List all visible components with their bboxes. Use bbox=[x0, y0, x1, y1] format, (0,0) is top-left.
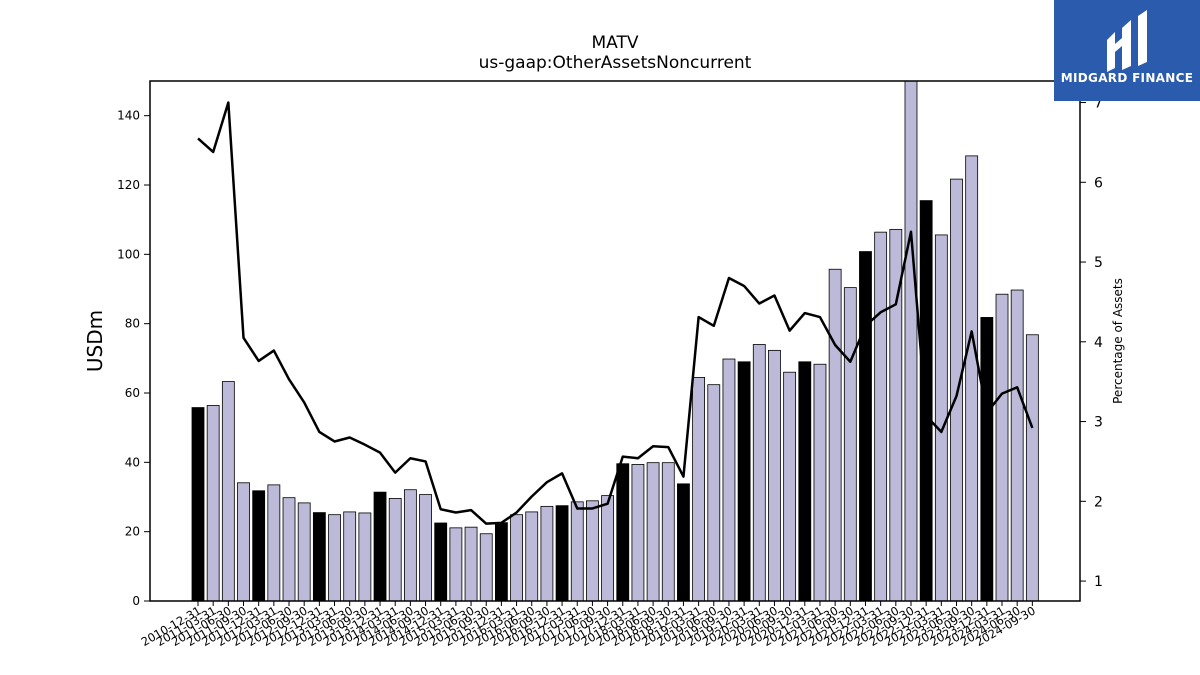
bar-2021-09-30 bbox=[843, 287, 857, 602]
percentage-line bbox=[197, 101, 1034, 525]
y-axis-left: 0 20 40 60 80 100 120 140 bbox=[117, 109, 150, 608]
bar-2020-12-31 bbox=[798, 361, 812, 602]
bar-2014-06-30 bbox=[403, 489, 417, 602]
chart-subtitle: us-gaap:OtherAssetsNoncurrent bbox=[479, 53, 752, 73]
bar-2016-09-30 bbox=[540, 505, 554, 602]
bar-2020-06-30 bbox=[768, 349, 781, 602]
bar-2014-09-30 bbox=[419, 494, 432, 602]
y-tick-label: 40 bbox=[125, 455, 140, 469]
bar-2018-03-31 bbox=[631, 464, 645, 602]
bar-2021-12-31 bbox=[859, 251, 872, 602]
bar-2021-03-31 bbox=[813, 363, 827, 602]
bar-2020-03-31 bbox=[752, 344, 766, 602]
bar-2012-12-31 bbox=[312, 512, 326, 602]
logo-text: MIDGARD FINANCE bbox=[1061, 71, 1193, 85]
bar-2023-09-30 bbox=[965, 155, 979, 602]
bar-2011-03-31 bbox=[206, 405, 220, 602]
bar-2011-06-30 bbox=[221, 381, 235, 602]
bar-2019-06-30 bbox=[707, 384, 721, 602]
y2-tick-label: 6 bbox=[1094, 175, 1103, 191]
y2-tick-label: 5 bbox=[1094, 255, 1103, 271]
y2-tick-label: 1 bbox=[1094, 574, 1103, 590]
y2-tick-label: 2 bbox=[1094, 494, 1103, 510]
bar-2018-06-30 bbox=[646, 462, 660, 602]
bar-2024-03-31 bbox=[995, 293, 1009, 602]
bar-2014-03-31 bbox=[388, 497, 402, 602]
bar-2013-03-31 bbox=[328, 514, 341, 602]
bar-2016-12-31 bbox=[555, 505, 569, 602]
bar-2019-03-31 bbox=[692, 376, 706, 602]
bar-2023-03-31 bbox=[934, 234, 948, 602]
logo: MIDGARD FINANCE bbox=[1054, 0, 1200, 101]
y-tick-label: 60 bbox=[125, 386, 140, 400]
bar-2015-09-30 bbox=[479, 533, 493, 602]
y-tick-label: 100 bbox=[117, 247, 140, 261]
bar-2016-06-30 bbox=[525, 511, 539, 602]
bar-2019-12-31 bbox=[737, 361, 751, 602]
bar-2013-09-30 bbox=[358, 512, 372, 602]
bar-2022-09-30 bbox=[904, 80, 918, 602]
bar-2018-12-31 bbox=[677, 483, 690, 602]
y-tick-label: 80 bbox=[125, 317, 140, 331]
bar-2022-03-31 bbox=[874, 231, 888, 602]
bar-2015-03-31 bbox=[449, 527, 463, 602]
bar-2013-12-31 bbox=[373, 491, 387, 602]
y-axis-label: USDm bbox=[83, 310, 107, 372]
bar-2015-06-30 bbox=[464, 526, 478, 602]
bar-2021-06-30 bbox=[828, 268, 842, 602]
y2-tick-label: 4 bbox=[1094, 335, 1103, 351]
bar-2020-09-30 bbox=[783, 371, 797, 602]
bar-2014-12-31 bbox=[434, 522, 448, 602]
bar-2019-09-30 bbox=[722, 358, 736, 602]
bar-2015-12-31 bbox=[494, 522, 508, 602]
y-axis-right: 1 2 3 4 5 6 7 bbox=[1080, 96, 1103, 590]
bar-2012-09-30 bbox=[297, 502, 311, 602]
bar-2016-03-31 bbox=[510, 514, 523, 602]
y-tick-label: 120 bbox=[117, 178, 140, 192]
bar-2024-09-30 bbox=[1025, 334, 1039, 602]
midgard-logo-icon bbox=[1107, 10, 1147, 72]
y-tick-label: 0 bbox=[132, 594, 140, 608]
bar-2017-03-31 bbox=[570, 501, 584, 602]
plot-frame bbox=[149, 80, 1081, 602]
chart-title: MATV bbox=[592, 33, 639, 53]
line-group bbox=[197, 101, 1034, 525]
bar-2023-06-30 bbox=[950, 178, 963, 602]
bar-2024-06-30 bbox=[1010, 289, 1024, 602]
bar-2011-12-31 bbox=[252, 490, 266, 602]
bar-2018-09-30 bbox=[661, 462, 675, 602]
bar-2013-06-30 bbox=[343, 511, 357, 602]
y2-tick-label: 3 bbox=[1094, 415, 1103, 431]
bar-2017-12-31 bbox=[616, 463, 630, 602]
bar-2012-06-30 bbox=[282, 497, 296, 602]
bar-2017-06-30 bbox=[586, 500, 599, 602]
bar-2011-09-30 bbox=[237, 482, 250, 602]
y-tick-label: 140 bbox=[117, 109, 140, 123]
bar-2023-12-31 bbox=[980, 317, 994, 602]
bar-2010-12-31 bbox=[191, 407, 205, 602]
y2-tick-label: 7 bbox=[1094, 96, 1103, 112]
bar-2017-09-30 bbox=[601, 495, 614, 602]
y2-axis-label: Percentage of Assets bbox=[1111, 278, 1125, 404]
x-axis: 2010-12-312011-03-312011-06-302011-09-30… bbox=[139, 601, 1038, 649]
bars-group bbox=[191, 80, 1039, 602]
bar-2012-03-31 bbox=[267, 484, 281, 602]
y-tick-label: 20 bbox=[125, 525, 140, 539]
